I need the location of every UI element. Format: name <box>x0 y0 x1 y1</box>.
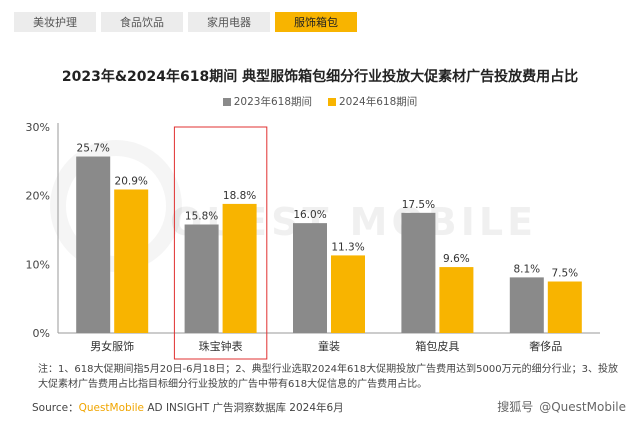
x-tick-label: 奢侈品 <box>529 339 562 353</box>
data-label: 16.0% <box>293 209 326 221</box>
source-prefix: Source： <box>32 402 79 414</box>
data-label: 20.9% <box>115 175 148 187</box>
tab-appliances[interactable]: 家用电器 <box>188 12 270 32</box>
bar-2024 <box>331 255 365 333</box>
bar-2023 <box>401 212 436 333</box>
x-tick-label: 箱包皮具 <box>415 339 459 353</box>
bar-2024 <box>547 281 582 333</box>
legend-label-2024: 2024年618期间 <box>339 96 418 108</box>
highlight-box <box>173 126 268 360</box>
data-label: 17.5% <box>402 199 435 211</box>
chart-legend: 2023年618期间 2024年618期间 <box>0 94 640 109</box>
bar-2023 <box>509 277 544 333</box>
x-tick-label: 童装 <box>318 339 340 353</box>
data-label: 18.8% <box>223 190 256 202</box>
y-tick-label: 10% <box>26 258 50 271</box>
y-tick-label: 0% <box>33 327 50 340</box>
legend-swatch-2023 <box>222 97 231 106</box>
category-tabs: 美妆护理 食品饮品 家用电器 服饰箱包 <box>14 12 357 32</box>
bar-2024 <box>222 203 257 333</box>
x-tick-label: 男女服饰 <box>90 339 134 353</box>
bar-2023 <box>76 156 111 333</box>
data-label: 9.6% <box>443 253 470 265</box>
tab-beauty[interactable]: 美妆护理 <box>14 12 96 32</box>
data-label: 8.1% <box>513 263 540 275</box>
legend-label-2023: 2023年618期间 <box>233 96 312 108</box>
x-tick-label: 珠宝钟表 <box>199 339 243 353</box>
bar-2023 <box>184 224 219 333</box>
data-label: 11.3% <box>331 241 364 253</box>
y-tick-label: 30% <box>26 121 50 134</box>
legend-swatch-2024 <box>328 97 336 106</box>
footer-account: @QuestMobile <box>539 399 626 414</box>
source-rest: AD INSIGHT 广告洞察数据库 2024年6月 <box>144 402 344 414</box>
source-brand: QuestMobile <box>78 402 144 414</box>
legend-item-2024: 2024年618期间 <box>328 94 417 109</box>
source-line: Source：QuestMobile AD INSIGHT 广告洞察数据库 20… <box>32 400 344 415</box>
footer-platform: 搜狐号 <box>497 400 534 414</box>
bar-2024 <box>114 189 149 333</box>
footnote: 注：1、618大促期间指5月20日-6月18日；2、典型行业选取2024年618… <box>38 364 618 390</box>
data-label: 15.8% <box>185 211 218 223</box>
chart-title: 2023年&2024年618期间 典型服饰箱包细分行业投放大促素材广告投放费用占… <box>61 69 579 85</box>
bar-chart: 0% 10% 20% 30% 25.7% 20.9% 男女服饰 15.8% 18.8% 珠宝钟表 1… <box>26 121 600 360</box>
bar-2024 <box>439 267 474 333</box>
tab-food[interactable]: 食品饮品 <box>101 12 183 32</box>
y-tick-label: 20% <box>26 190 50 203</box>
data-label: 25.7% <box>77 143 110 155</box>
legend-item-2023: 2023年618期间 <box>222 94 312 109</box>
footer-brand: 搜狐号 @QuestMobile <box>497 398 626 415</box>
data-label: 7.5% <box>551 268 578 280</box>
tab-apparel[interactable]: 服饰箱包 <box>275 12 357 32</box>
bar-2023 <box>293 223 327 333</box>
